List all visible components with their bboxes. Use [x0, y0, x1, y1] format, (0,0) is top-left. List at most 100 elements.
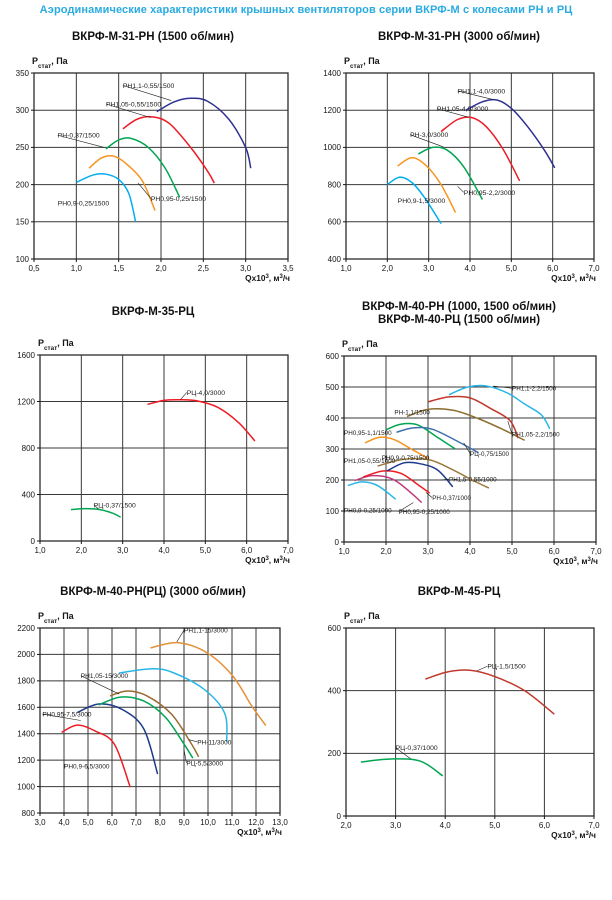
svg-text:1,0: 1,0 — [71, 264, 83, 273]
svg-text:1200: 1200 — [323, 106, 341, 115]
svg-text:РЦ-0,37/1500: РЦ-0,37/1500 — [94, 502, 136, 509]
svg-text:РН-3,0/3000: РН-3,0/3000 — [410, 132, 448, 139]
svg-text:200: 200 — [328, 749, 342, 758]
svg-text:РН1,1-4,0/3000: РН1,1-4,0/3000 — [458, 88, 506, 95]
svg-text:0,5: 0,5 — [28, 264, 40, 273]
svg-text:4,0: 4,0 — [440, 821, 452, 830]
svg-text:1000: 1000 — [17, 782, 35, 791]
svg-text:5,0: 5,0 — [506, 264, 518, 273]
svg-text:РН1,1-15/3000: РН1,1-15/3000 — [184, 628, 228, 635]
svg-text:Pстат, Па: Pстат, Па — [344, 56, 381, 70]
svg-text:600: 600 — [328, 624, 342, 633]
svg-text:350: 350 — [16, 69, 30, 78]
svg-text:2,0: 2,0 — [340, 821, 352, 830]
svg-text:РН-0,37/1500: РН-0,37/1500 — [58, 133, 100, 140]
svg-text:Qx103, м3/ч: Qx103, м3/ч — [237, 827, 282, 837]
svg-text:1400: 1400 — [17, 730, 35, 739]
svg-text:9,0: 9,0 — [178, 818, 190, 827]
svg-text:РН1,05-2,2/1500: РН1,05-2,2/1500 — [512, 432, 560, 439]
svg-text:Pстат, Па: Pстат, Па — [342, 339, 379, 353]
svg-text:7,0: 7,0 — [588, 821, 600, 830]
svg-text:2000: 2000 — [17, 650, 35, 659]
svg-text:3,0: 3,0 — [34, 818, 46, 827]
svg-text:5,0: 5,0 — [82, 818, 94, 827]
svg-text:2,5: 2,5 — [198, 264, 210, 273]
svg-text:3,0: 3,0 — [423, 264, 435, 273]
svg-text:200: 200 — [326, 476, 340, 485]
svg-text:РН0,95-0,25/1000: РН0,95-0,25/1000 — [399, 509, 451, 516]
svg-text:1600: 1600 — [17, 351, 35, 360]
svg-text:4,0: 4,0 — [464, 547, 476, 556]
svg-text:РН-0,37/1000: РН-0,37/1000 — [432, 495, 471, 502]
svg-text:2,0: 2,0 — [155, 264, 167, 273]
svg-text:8,0: 8,0 — [154, 818, 166, 827]
svg-text:1,0: 1,0 — [340, 264, 352, 273]
svg-text:РН1,05-4,0/3000: РН1,05-4,0/3000 — [437, 106, 489, 113]
svg-text:300: 300 — [16, 106, 30, 115]
svg-text:4,0: 4,0 — [158, 546, 170, 555]
svg-text:Qx103, м3/ч: Qx103, м3/ч — [245, 273, 290, 283]
svg-text:Qx103, м3/ч: Qx103, м3/ч — [245, 555, 290, 565]
svg-text:1,5: 1,5 — [113, 264, 125, 273]
svg-text:600: 600 — [326, 352, 340, 361]
svg-text:7,0: 7,0 — [590, 547, 602, 556]
svg-text:РЦ-4,0/3000: РЦ-4,0/3000 — [187, 390, 226, 397]
svg-text:РЦ-0,75/1500: РЦ-0,75/1500 — [470, 451, 509, 458]
svg-text:3,0: 3,0 — [422, 547, 434, 556]
svg-text:300: 300 — [326, 445, 340, 454]
svg-text:800: 800 — [328, 180, 342, 189]
svg-text:2,0: 2,0 — [380, 547, 392, 556]
svg-text:2,0: 2,0 — [382, 264, 394, 273]
svg-text:1200: 1200 — [17, 756, 35, 765]
svg-text:400: 400 — [328, 686, 342, 695]
svg-text:13,0: 13,0 — [272, 818, 288, 827]
svg-text:РЦ-0,37/1000: РЦ-0,37/1000 — [396, 745, 438, 752]
svg-text:РН0,9-0,25/1000: РН0,9-0,25/1000 — [344, 508, 392, 515]
svg-text:6,0: 6,0 — [106, 818, 118, 827]
svg-text:0: 0 — [335, 538, 340, 547]
svg-text:3,0: 3,0 — [240, 264, 252, 273]
svg-text:6,0: 6,0 — [548, 547, 560, 556]
svg-text:600: 600 — [328, 218, 342, 227]
svg-text:РН0,9-6,5/3000: РН0,9-6,5/3000 — [64, 764, 110, 771]
svg-text:5,0: 5,0 — [200, 546, 212, 555]
svg-text:Qx103, м3/ч: Qx103, м3/ч — [551, 830, 596, 840]
svg-text:РН1,5-0,55/1000: РН1,5-0,55/1000 — [449, 477, 497, 484]
svg-text:100: 100 — [16, 255, 30, 264]
svg-text:РН0,95-2,2/3000: РН0,95-2,2/3000 — [464, 190, 516, 197]
svg-text:Pстат, Па: Pстат, Па — [38, 611, 75, 625]
svg-text:2,0: 2,0 — [76, 546, 88, 555]
svg-text:3,5: 3,5 — [282, 264, 294, 273]
svg-text:2200: 2200 — [17, 624, 35, 633]
svg-text:Pстат, Па: Pстат, Па — [38, 338, 75, 352]
svg-text:1200: 1200 — [17, 397, 35, 406]
svg-text:7,0: 7,0 — [588, 264, 600, 273]
svg-text:1000: 1000 — [323, 143, 341, 152]
svg-text:РН1,05-0,55/1500: РН1,05-0,55/1500 — [106, 101, 161, 108]
svg-text:РЦ-1,5/1500: РЦ-1,5/1500 — [487, 664, 526, 671]
svg-text:Qx103, м3/ч: Qx103, м3/ч — [551, 273, 596, 283]
svg-text:6,0: 6,0 — [547, 264, 559, 273]
svg-text:150: 150 — [16, 218, 30, 227]
svg-text:Pстат, Па: Pстат, Па — [344, 611, 381, 625]
svg-text:5,0: 5,0 — [489, 821, 501, 830]
svg-text:РН-1,1/1500: РН-1,1/1500 — [394, 409, 430, 416]
svg-text:800: 800 — [22, 809, 36, 818]
svg-text:РН0,95-1,1/1500: РН0,95-1,1/1500 — [344, 430, 392, 437]
svg-text:100: 100 — [326, 507, 340, 516]
svg-text:250: 250 — [16, 143, 30, 152]
svg-text:РН0,95-0,25/1500: РН0,95-0,25/1500 — [151, 196, 206, 203]
svg-text:РН1,1-2,2/1500: РН1,1-2,2/1500 — [512, 386, 557, 393]
svg-text:4,0: 4,0 — [464, 264, 476, 273]
svg-text:РН0,9-0,25/1500: РН0,9-0,25/1500 — [58, 200, 110, 207]
svg-text:1800: 1800 — [17, 677, 35, 686]
svg-text:РН1,1-0,55/1500: РН1,1-0,55/1500 — [123, 83, 175, 90]
svg-text:800: 800 — [22, 444, 36, 453]
svg-text:РЦ-5,5/3000: РЦ-5,5/3000 — [186, 760, 223, 767]
svg-text:1,0: 1,0 — [34, 546, 46, 555]
svg-text:0: 0 — [337, 812, 342, 821]
svg-text:1600: 1600 — [17, 703, 35, 712]
svg-text:1,0: 1,0 — [338, 547, 350, 556]
svg-text:12,0: 12,0 — [248, 818, 264, 827]
svg-text:10,0: 10,0 — [200, 818, 216, 827]
